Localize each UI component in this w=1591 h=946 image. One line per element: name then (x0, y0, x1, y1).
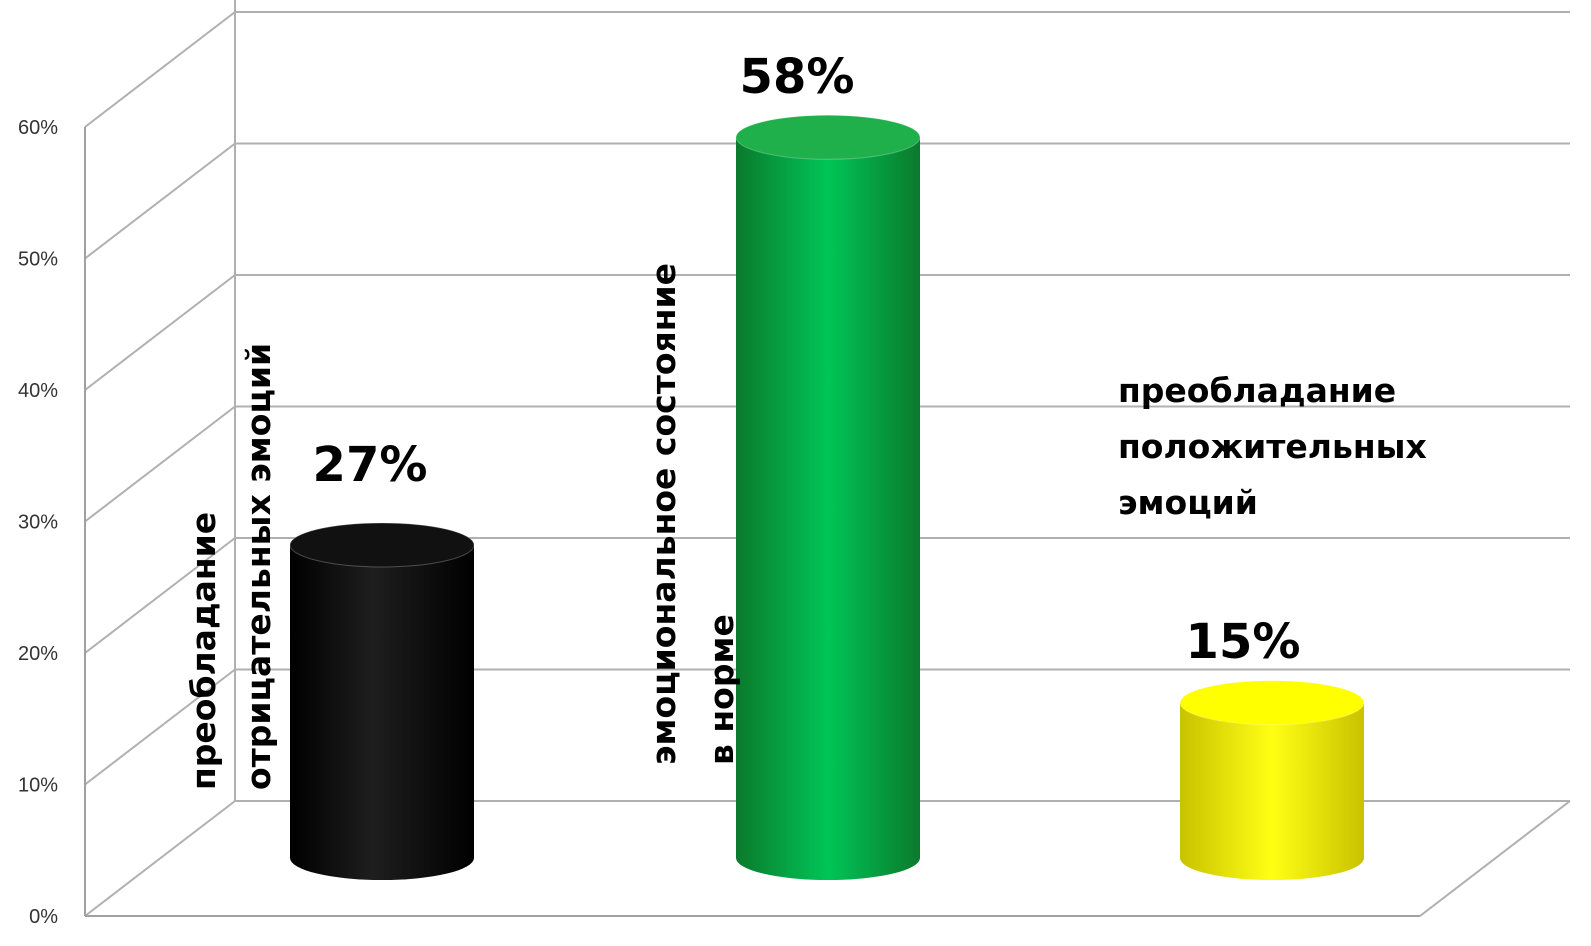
category-label: преобладание (1118, 371, 1396, 410)
bar-1 (289, 522, 475, 880)
data-label: 15% (1186, 614, 1301, 670)
chart-bars (289, 114, 1365, 881)
bar-top (735, 114, 921, 160)
category-label: преобладание (184, 512, 223, 790)
bar-body (290, 544, 474, 880)
y-tick-label: 30% (18, 512, 58, 534)
y-tick-label: 20% (18, 643, 58, 665)
y-tick-label: 0% (29, 906, 58, 928)
data-label: 58% (740, 49, 855, 105)
chart-labels: 27% 58% 15% преобладание отрицательных эмоци… (184, 49, 1427, 790)
category-label: эмоциональное состояние (644, 263, 683, 765)
side-gridline (84, 668, 236, 786)
bar-top (289, 522, 475, 568)
side-gridline (84, 537, 236, 654)
y-axis: 0% 10% 20% 30% 40% 50% 60% (18, 117, 86, 928)
side-gridline (84, 142, 236, 260)
bar-top (1179, 680, 1365, 726)
bar-3 (1179, 680, 1365, 880)
y-tick-label: 60% (18, 117, 58, 139)
category-label: отрицательных эмоций (239, 343, 278, 790)
floor-right-edge (1419, 800, 1571, 917)
bar-body (736, 137, 920, 881)
data-label: 27% (313, 437, 428, 493)
side-gridline (84, 274, 236, 391)
bar-2 (735, 114, 921, 881)
category-label: в норме (702, 614, 741, 765)
side-gridline (84, 800, 236, 917)
category-label: эмоций (1118, 483, 1258, 522)
bar-body (1180, 702, 1364, 880)
y-tick-label: 50% (18, 249, 58, 271)
side-gridline (84, 11, 236, 128)
y-tick-label: 10% (18, 775, 58, 797)
y-tick-label: 40% (18, 380, 58, 402)
side-gridline (84, 405, 236, 523)
category-label: положительных (1118, 427, 1427, 466)
